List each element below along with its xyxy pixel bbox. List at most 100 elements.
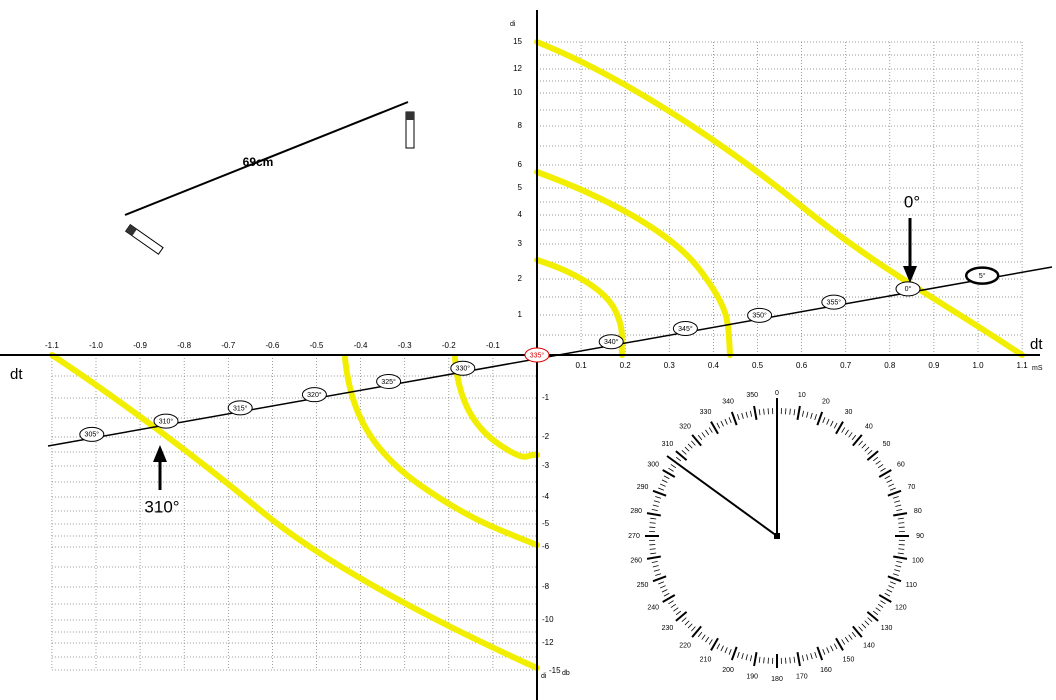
dial-label: 210	[700, 657, 712, 664]
dial-tick	[663, 475, 670, 480]
dial-tick	[745, 411, 748, 418]
dial-tick	[822, 417, 826, 424]
x-tick-label: -1.1	[45, 341, 59, 350]
dial-tick	[888, 585, 895, 589]
dial-tick	[848, 634, 853, 640]
dial-tick	[861, 443, 867, 449]
dial-tick	[886, 589, 893, 593]
dial-tick	[673, 460, 679, 465]
dial-label: 120	[895, 604, 907, 611]
dial-tick	[763, 408, 765, 415]
angle-marker	[747, 307, 773, 323]
dial-tick	[691, 434, 702, 447]
dial-tick	[896, 560, 903, 564]
dial-tick	[864, 446, 870, 452]
grid	[51, 41, 1023, 671]
dial-tick	[830, 420, 834, 427]
dial-tick	[822, 648, 826, 655]
dial-label: 150	[843, 657, 855, 664]
dial-label: 110	[906, 582, 917, 589]
arrow	[903, 218, 917, 283]
angle-marker	[376, 373, 402, 389]
angle-marker	[524, 347, 550, 363]
x-tick-label: 1.1	[1017, 361, 1029, 370]
dial-tick	[852, 434, 863, 447]
dial-tick	[668, 467, 674, 472]
dial-tick	[675, 450, 688, 461]
x-tick-label: 1.0	[972, 361, 984, 370]
dial-tick	[872, 610, 879, 616]
dial-tick	[681, 617, 687, 622]
y-tick-label: -5	[542, 519, 550, 528]
dial-tick	[691, 440, 696, 446]
dial-label: 200	[722, 667, 734, 674]
dial-tick	[646, 512, 661, 517]
curve	[342, 355, 540, 548]
dial-tick	[895, 504, 902, 507]
angle-marker-label: 325°	[381, 378, 396, 386]
dial-tick	[866, 611, 879, 622]
dial-label: 130	[881, 625, 893, 632]
dial-tick	[701, 634, 706, 640]
dial-tick	[675, 610, 682, 616]
dial-tick	[710, 637, 719, 651]
dial-tick	[661, 479, 668, 483]
y-tick-label: -1	[542, 393, 550, 402]
dial-tick	[897, 552, 904, 555]
dial-tick	[793, 409, 796, 416]
dial-tick	[844, 429, 849, 436]
dial-tick	[710, 421, 719, 435]
dial-tick	[858, 626, 863, 632]
dial-tick	[650, 552, 657, 555]
angle-marker	[821, 294, 847, 310]
dial-tick	[789, 408, 791, 415]
x-tick-label: -0.5	[310, 341, 324, 350]
dial-tick	[655, 496, 662, 499]
dial-label: 320	[679, 423, 691, 430]
dial-label: 20	[822, 398, 830, 405]
dial-tick	[720, 420, 724, 427]
dial-tick	[716, 643, 721, 650]
dial-label: 290	[637, 484, 649, 491]
dial-tick	[651, 508, 658, 512]
y-tick-label: 1	[518, 310, 523, 319]
y-axis-label: di	[541, 673, 547, 680]
angle-marker-label: 345°	[678, 325, 693, 333]
curve	[534, 39, 1025, 358]
angle-marker-label: 0°	[905, 285, 912, 293]
annotation: 0°	[904, 192, 920, 211]
dial-tick	[866, 450, 879, 461]
x-tick-label: -0.1	[486, 341, 500, 350]
x-tick-label: 0.2	[620, 361, 632, 370]
dial-tick	[728, 648, 732, 655]
dial-tick	[867, 617, 873, 622]
curve	[49, 352, 540, 671]
dial-tick	[897, 517, 904, 520]
dial-tick	[708, 639, 713, 645]
dial-tick	[646, 555, 661, 560]
angle-marker	[672, 321, 698, 337]
dial-tick	[670, 464, 677, 469]
dial-tick	[763, 657, 765, 664]
dial-tick	[872, 456, 879, 462]
x-tick-label: -0.3	[398, 341, 412, 350]
dial-tick	[691, 625, 702, 638]
dial-tick	[663, 592, 670, 597]
dial-tick	[758, 409, 761, 416]
dial-tick	[880, 600, 886, 605]
dial-tick	[851, 631, 857, 638]
dial-center	[774, 533, 780, 539]
dial-tick	[878, 594, 892, 603]
dial-tick	[835, 637, 844, 651]
dial-tick	[745, 654, 748, 661]
angle-marker	[598, 334, 624, 350]
dial-tick	[701, 432, 706, 438]
angle-marker	[227, 400, 253, 416]
y-tick-label: -8	[542, 582, 550, 591]
dial-label: 10	[798, 392, 806, 399]
dial-tick	[858, 440, 863, 446]
x-tick-label: -0.8	[177, 341, 191, 350]
dial-tick	[684, 446, 690, 452]
dial-tick	[673, 607, 679, 612]
x-tick-label: -0.7	[221, 341, 235, 350]
